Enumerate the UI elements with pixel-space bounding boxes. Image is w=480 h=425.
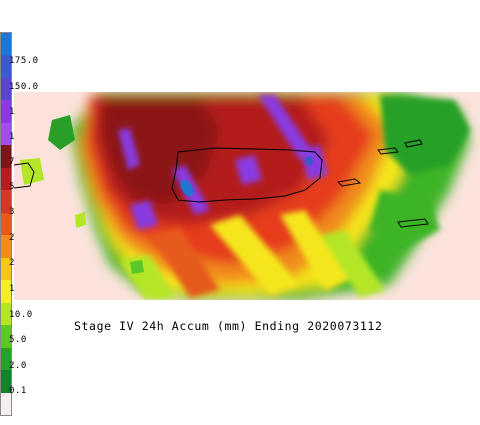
colorbar-segment	[1, 392, 11, 416]
precipitation-field	[20, 92, 470, 300]
colorbar-segment	[1, 257, 11, 281]
colorbar-segment	[1, 325, 11, 349]
colorbar-segment	[1, 302, 11, 326]
colorbar-segment	[1, 190, 11, 214]
colorbar-segment	[1, 122, 11, 146]
colorbar-segment	[1, 33, 11, 56]
colorbar-segment	[1, 235, 11, 259]
colorbar-segment	[1, 167, 11, 191]
colorbar-segment	[1, 55, 11, 79]
virgin-islands-outline	[377, 139, 423, 155]
colorbar-label: 10.0	[9, 310, 33, 320]
colorbar-segment	[1, 347, 11, 371]
colorbar-segment	[1, 145, 11, 169]
colorbar-segment	[1, 100, 11, 124]
hispaniola-outline	[13, 162, 35, 189]
colorbar-label: 5.0	[9, 335, 27, 345]
vieques-outline	[336, 178, 362, 187]
colorbar-segment	[1, 370, 11, 394]
colorbar-label: 0.1	[9, 386, 27, 396]
colorbar-segment	[1, 212, 11, 236]
puerto-rico-outline	[171, 147, 323, 203]
precipitation-colorbar	[0, 32, 12, 416]
colorbar-segment	[1, 77, 11, 101]
colorbar-label: 2.0	[9, 361, 27, 371]
map-caption: Stage IV 24h Accum (mm) Ending 202007311…	[74, 319, 383, 333]
colorbar-label: 175.0	[9, 56, 39, 66]
st-croix-outline	[397, 218, 429, 228]
colorbar-segment	[1, 280, 11, 304]
colorbar-label: 150.0	[9, 82, 39, 92]
